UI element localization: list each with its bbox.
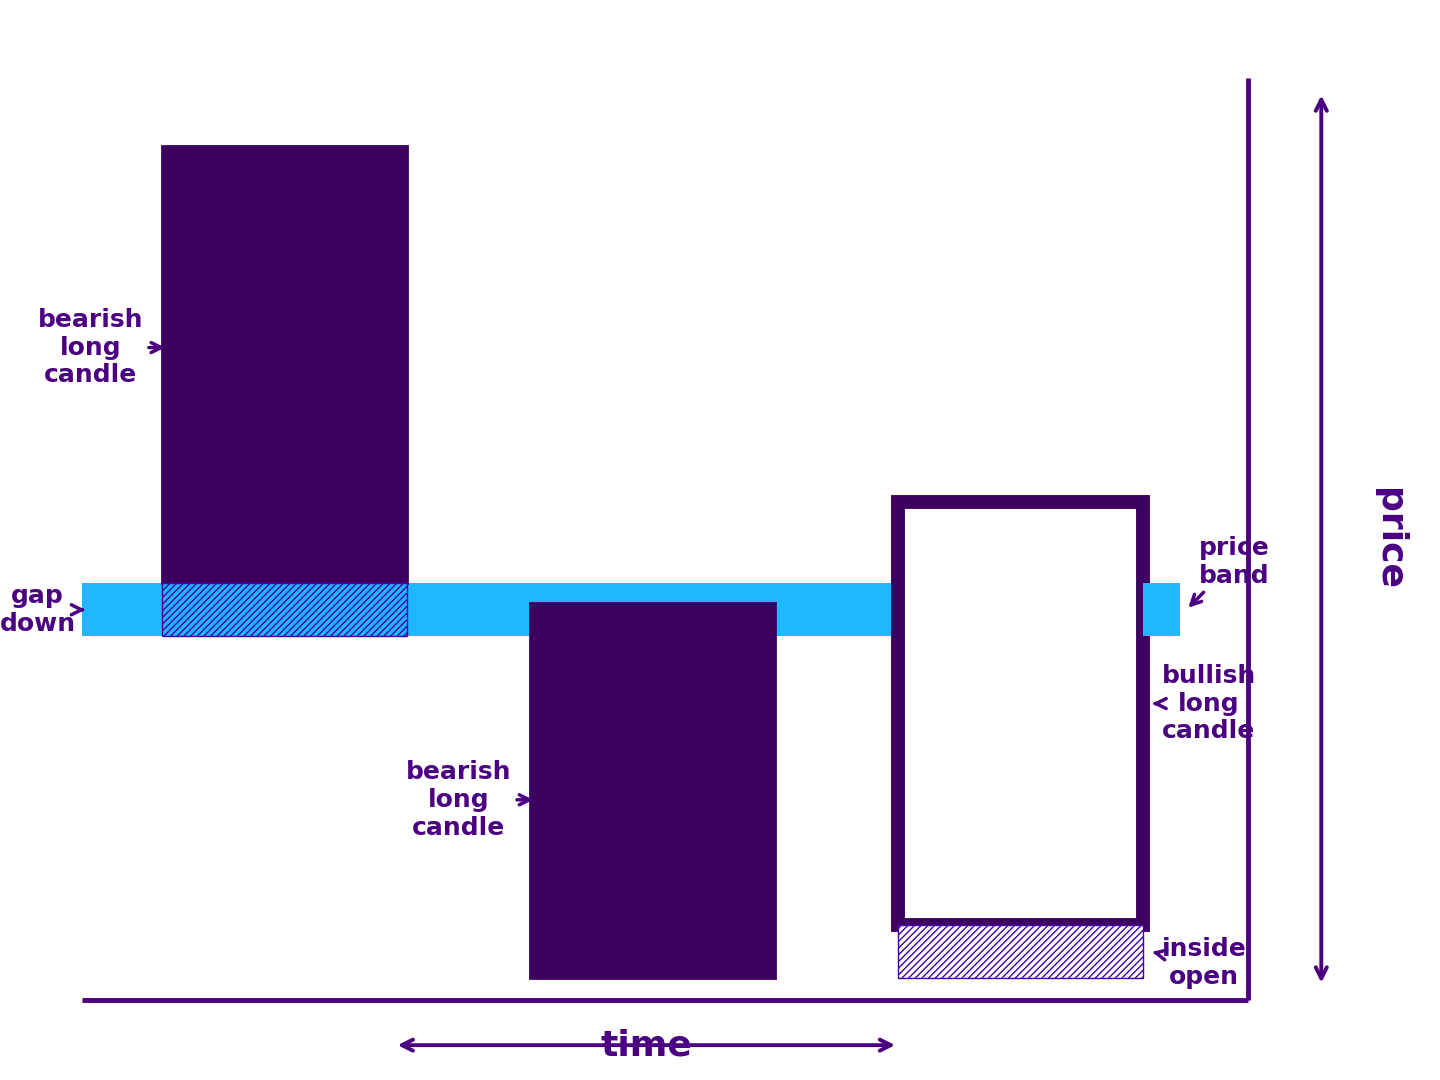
- Text: price: price: [1372, 488, 1405, 590]
- Bar: [161, 583, 408, 636]
- Text: price
band: price band: [1191, 536, 1269, 605]
- Text: time: time: [600, 1028, 693, 1062]
- Text: gap
down: gap down: [0, 584, 82, 636]
- Bar: [161, 146, 408, 583]
- Bar: [899, 924, 1143, 977]
- Bar: [530, 603, 775, 977]
- Text: bearish
long
candle: bearish long candle: [37, 308, 161, 388]
- Bar: [899, 924, 1143, 977]
- Bar: [1143, 583, 1181, 636]
- Text: inside
open: inside open: [1155, 937, 1247, 989]
- Bar: [82, 583, 1162, 636]
- Text: bullish
long
candle: bullish long candle: [1155, 664, 1256, 743]
- Bar: [161, 583, 408, 636]
- Text: bearish
long
candle: bearish long candle: [406, 760, 530, 839]
- Bar: [899, 501, 1143, 924]
